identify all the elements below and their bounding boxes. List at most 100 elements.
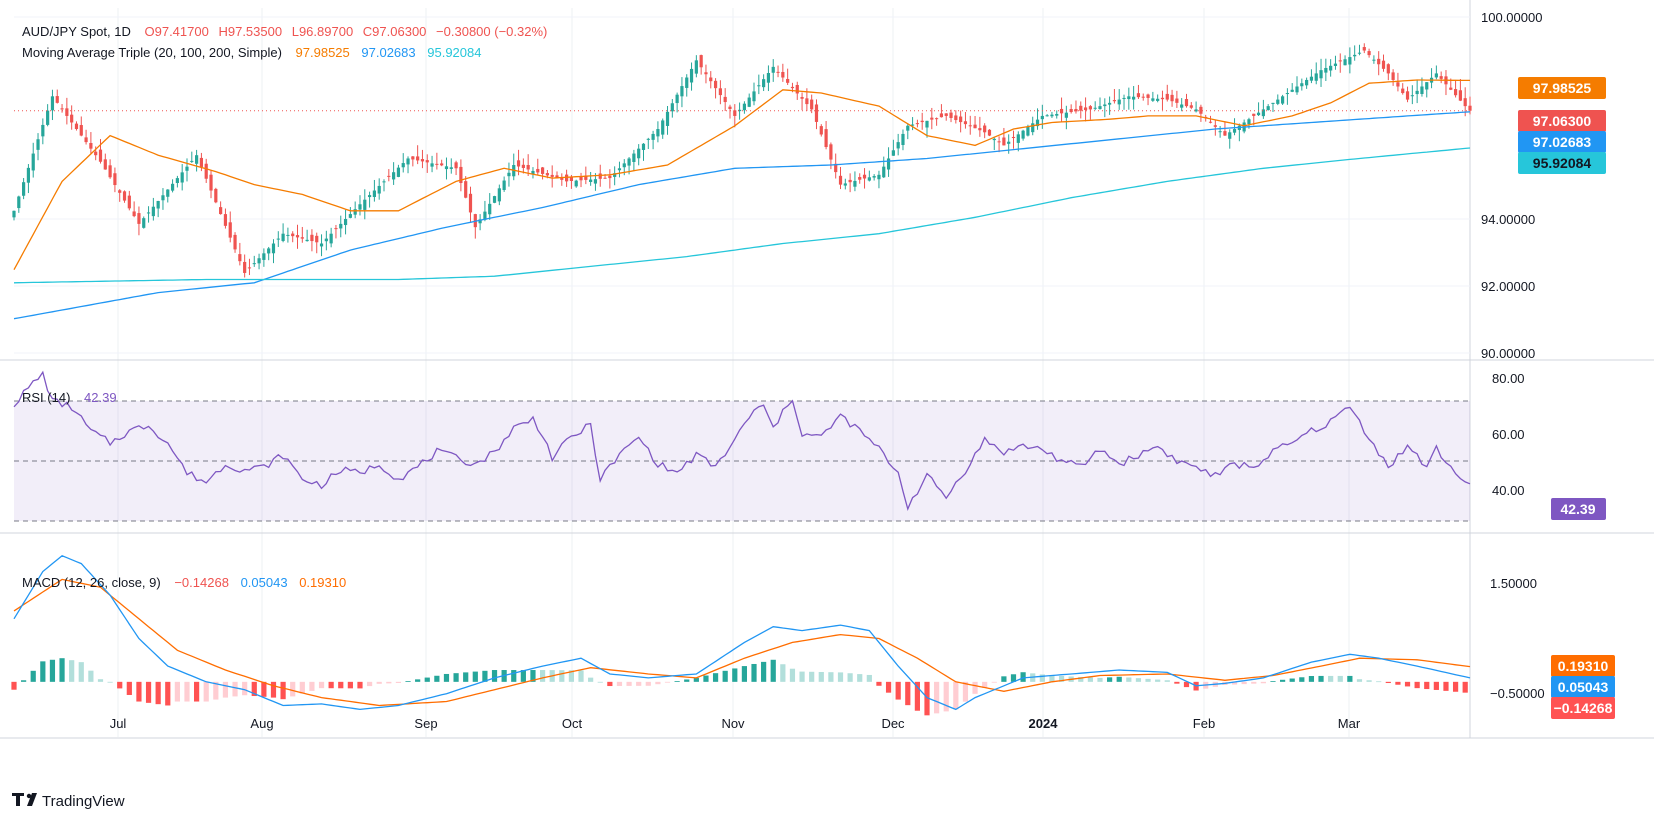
- candle-body: [978, 128, 982, 131]
- macd-hist-bar: [232, 681, 238, 697]
- candle-body: [295, 235, 300, 238]
- candle-body: [1396, 82, 1400, 87]
- candle-body: [1175, 98, 1179, 103]
- candle-body: [737, 109, 742, 112]
- price-tick-label: 92.00000: [1481, 279, 1535, 294]
- legend-rsi: RSI (14) 42.39: [22, 390, 117, 405]
- candle-body: [41, 124, 45, 137]
- tv-logo-icon: [12, 793, 24, 806]
- plot-layer: [11, 43, 1472, 716]
- macd-hist-bar: [49, 659, 56, 682]
- candle-body: [550, 174, 554, 177]
- candle-body: [1136, 93, 1141, 98]
- candle-body: [1059, 108, 1064, 114]
- macd-hist-bar: [21, 680, 27, 682]
- macd-hist-bar: [1087, 677, 1093, 682]
- macd-hist-bar: [520, 670, 526, 682]
- macd-hist-bar: [1126, 677, 1132, 682]
- candle-body: [94, 151, 98, 156]
- macd-hist-bar: [1424, 681, 1430, 690]
- macd-hist-bar: [1404, 681, 1411, 687]
- candle-body: [1300, 83, 1304, 87]
- candle-body: [930, 117, 934, 120]
- macd-hist-bar: [578, 670, 584, 682]
- legend-ma: Moving Average Triple (20, 100, 200, Sim…: [22, 45, 481, 60]
- macd-hist-bar: [242, 681, 248, 696]
- candle-body: [1031, 123, 1035, 133]
- candle-body: [507, 172, 511, 177]
- candle-body: [454, 162, 458, 169]
- candle-body: [651, 133, 655, 140]
- candle-body: [709, 77, 713, 82]
- candle-body: [781, 71, 785, 78]
- candle-body: [396, 167, 401, 177]
- macd-hist-bar: [1299, 677, 1305, 682]
- macd-hist-bar: [347, 681, 353, 689]
- macd-hist-bar: [386, 681, 392, 684]
- macd-hist-bar: [443, 673, 450, 682]
- candle-body: [464, 181, 468, 198]
- candle-body: [733, 110, 737, 116]
- macd-hist-bar: [732, 668, 738, 682]
- candle-body: [1367, 51, 1371, 56]
- candle-body: [1410, 95, 1414, 97]
- axis-layer: Jul Aug Sep Oct Nov Dec 2024 Feb Mar 100.00000 94.…: [110, 10, 1545, 731]
- candle-body: [598, 173, 602, 179]
- price-tick-label: 94.00000: [1481, 212, 1535, 227]
- macd-hist-bar: [722, 670, 728, 682]
- candle-body: [1189, 105, 1193, 108]
- candle-body: [1276, 99, 1280, 104]
- macd-hist-bar: [924, 681, 930, 716]
- price-tick-label: 100.00000: [1481, 10, 1542, 25]
- grid-layer: [0, 0, 1654, 739]
- macd-hist-bar: [30, 670, 36, 682]
- candle-body: [1280, 96, 1285, 104]
- candle-body: [1132, 96, 1136, 100]
- candle-body: [1458, 90, 1462, 101]
- candle-body: [1093, 107, 1097, 109]
- macd-hist-bar: [712, 673, 719, 682]
- macd-hist-bar: [1452, 681, 1459, 692]
- candle-body: [834, 163, 838, 173]
- candle-body: [1122, 97, 1126, 99]
- candle-body: [593, 179, 598, 184]
- candle-body: [348, 214, 352, 218]
- macd-hist-bar: [1414, 681, 1420, 689]
- macd-hist-bar: [1308, 676, 1315, 682]
- candle-body: [632, 153, 636, 162]
- macd-hist-bar: [194, 681, 200, 702]
- macd-hist-bar: [376, 681, 382, 684]
- candle-body: [939, 113, 944, 118]
- macd-hist-bar: [674, 681, 680, 682]
- candle-body: [670, 103, 674, 112]
- candle-body: [944, 113, 948, 116]
- macd-hist-bar: [88, 670, 94, 682]
- candle-body: [435, 163, 439, 165]
- badge-macd: 0.05043: [1551, 676, 1615, 698]
- candle-body: [603, 177, 607, 179]
- candle-body: [420, 159, 425, 162]
- macd-hist-bar: [943, 681, 949, 712]
- signal-line: [13, 578, 1471, 707]
- macd-hist-bar: [78, 662, 84, 682]
- macd-hist-bar: [559, 670, 565, 682]
- macd-hist-bar: [1241, 681, 1247, 685]
- candle-body: [1083, 107, 1088, 111]
- candle-body: [267, 248, 271, 254]
- candle-body: [1103, 104, 1107, 107]
- candle-body: [156, 200, 160, 209]
- macd-hist-bar: [261, 681, 267, 697]
- candle-body: [872, 176, 876, 178]
- macd-hist-bar: [626, 681, 632, 686]
- macd-hist-bar: [463, 672, 469, 682]
- candle-body: [151, 206, 155, 217]
- rsi-tick-label: 40.00: [1492, 483, 1525, 498]
- macd-hist-bar: [1462, 681, 1468, 693]
- macd-hist-bar: [1107, 677, 1113, 682]
- candle-body: [36, 139, 40, 150]
- x-tick-label: Mar: [1338, 716, 1361, 731]
- rsi-label: RSI (14): [22, 390, 70, 405]
- candle-body: [685, 77, 689, 88]
- macd-hist-bar: [328, 681, 334, 689]
- candle-body: [1165, 93, 1169, 100]
